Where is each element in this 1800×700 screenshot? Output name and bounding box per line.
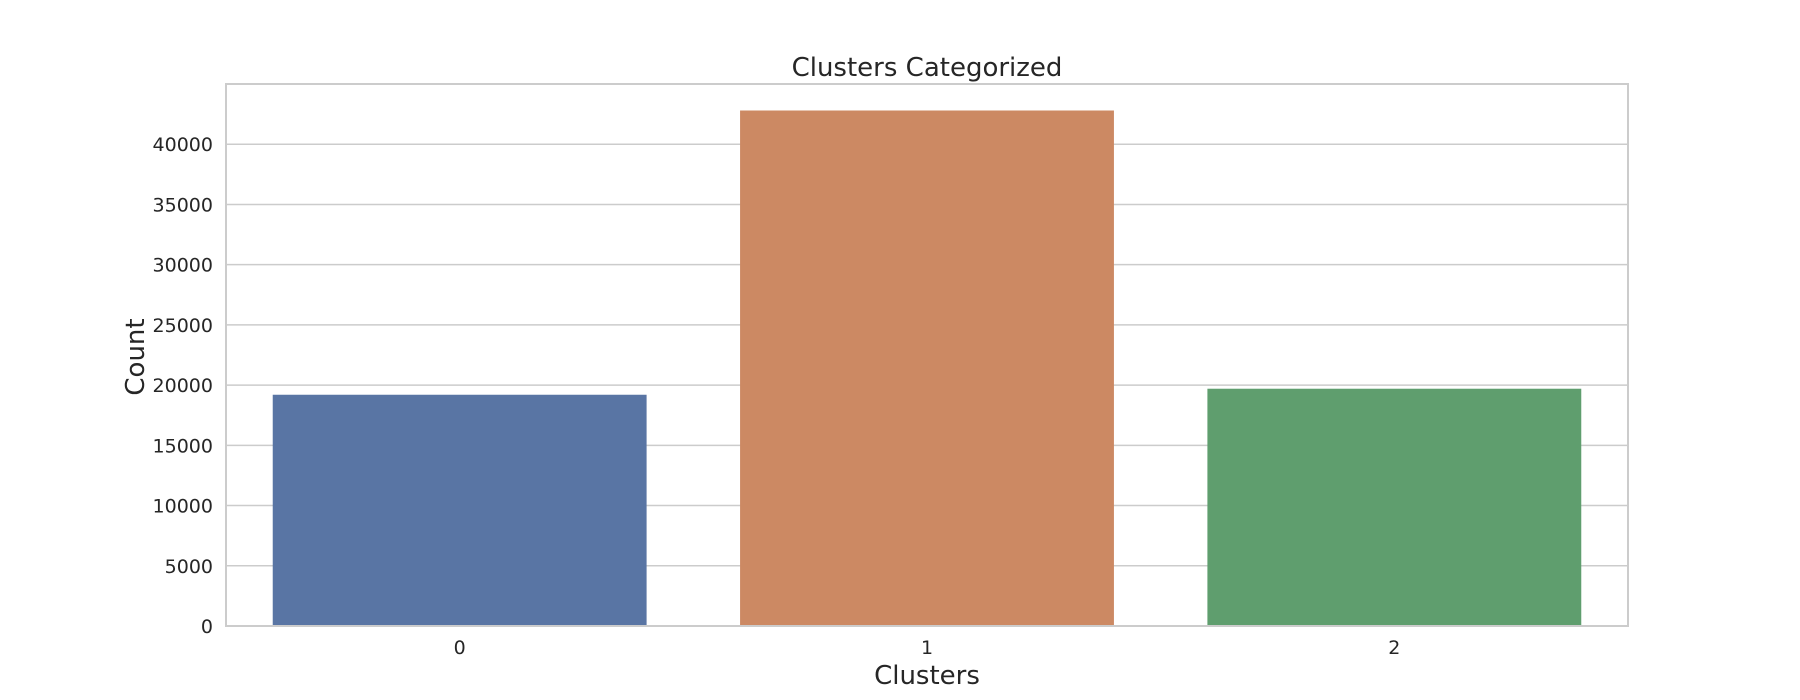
y-tick-labels: 0 5000 10000 15000 20000 25000 30000 35000 40000	[153, 134, 213, 638]
y-tick-label: 10000	[153, 496, 213, 518]
bar-cluster-0	[272, 394, 647, 626]
y-tick-label: 25000	[153, 315, 213, 337]
plot-frame	[225, 83, 1629, 627]
y-axis-label: Count	[121, 318, 151, 395]
x-tick-label: 0	[454, 637, 466, 659]
y-tick-label: 30000	[153, 255, 213, 277]
y-tick-label: 5000	[165, 556, 213, 578]
y-tick-label: 35000	[153, 194, 213, 216]
bar-cluster-1	[740, 110, 1114, 626]
y-tick-label: 0	[201, 616, 213, 638]
chart-title: Clusters Categorized	[792, 53, 1063, 83]
bar-cluster-2	[1207, 388, 1582, 626]
x-tick-label: 1	[921, 637, 933, 659]
x-tick-label: 2	[1388, 637, 1400, 659]
y-tick-label: 20000	[153, 375, 213, 397]
x-tick-labels: 0 1 2	[454, 637, 1401, 659]
y-tick-label: 40000	[153, 134, 213, 156]
x-axis-label: Clusters	[874, 661, 980, 691]
bars	[272, 110, 1582, 626]
y-tick-label: 15000	[153, 435, 213, 457]
